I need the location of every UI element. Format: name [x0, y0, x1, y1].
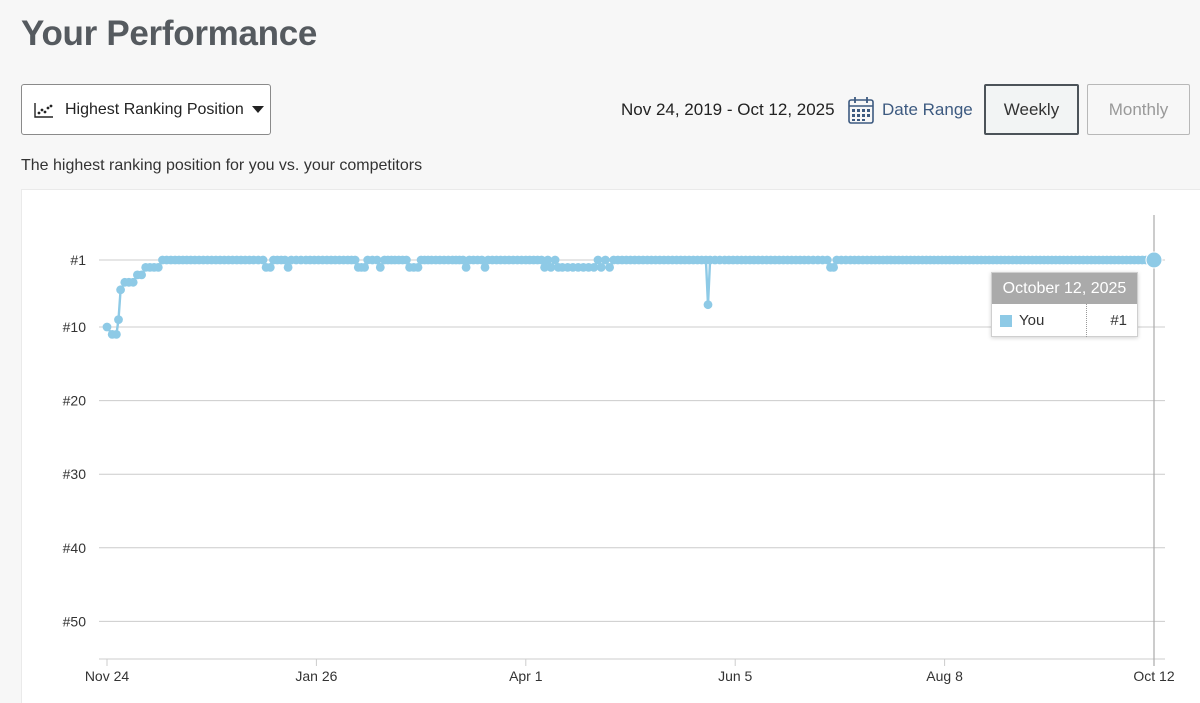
- data-point: [461, 263, 471, 272]
- data-point: [350, 255, 360, 265]
- data-point: [283, 263, 293, 272]
- monthly-toggle-button[interactable]: Monthly: [1087, 84, 1190, 135]
- page-title: Your Performance: [21, 14, 318, 53]
- data-point: [477, 255, 487, 265]
- tooltip-value: #1: [1110, 312, 1127, 329]
- date-range-button[interactable]: Date Range: [847, 94, 973, 126]
- data-point: [543, 255, 553, 265]
- data-point: [372, 255, 382, 265]
- chart-panel: #1 #10 #20 #30 #40 #50 Nov 24 Jan 26 Apr 1 Jun 5 A…: [21, 189, 1200, 703]
- data-point: [116, 285, 125, 295]
- x-tick-label: Apr 1: [509, 668, 543, 684]
- data-point: [265, 263, 275, 272]
- data-point: [822, 255, 832, 265]
- x-tick-label: Nov 24: [85, 668, 130, 684]
- y-tick-label: #20: [63, 393, 87, 409]
- x-tick-label: Jan 26: [295, 668, 337, 684]
- data-point: [360, 263, 369, 272]
- y-tick-label: #50: [63, 613, 87, 629]
- x-tick-label: Oct 12: [1133, 668, 1174, 684]
- data-point: [601, 255, 610, 265]
- data-point: [375, 263, 385, 272]
- tooltip-divider: [1086, 304, 1087, 337]
- data-point: [112, 330, 121, 339]
- metric-dropdown-label: Highest Ranking Position: [65, 100, 244, 118]
- weekly-toggle-button[interactable]: Weekly: [984, 84, 1079, 135]
- data-point: [114, 315, 123, 324]
- ranking-line-chart: #1 #10 #20 #30 #40 #50 Nov 24 Jan 26 Apr 1 Jun 5 A…: [63, 215, 1175, 684]
- tooltip-swatch: [1000, 314, 1012, 327]
- data-point: [589, 263, 599, 272]
- y-tick-label: #10: [63, 319, 87, 335]
- data-point: [537, 255, 546, 265]
- metric-dropdown[interactable]: Highest Ranking Position: [21, 84, 271, 135]
- x-tick-label: Aug 8: [926, 668, 963, 684]
- data-point: [128, 277, 138, 287]
- tooltip-row: You #1: [992, 304, 1137, 337]
- y-tick-label: #40: [63, 540, 87, 556]
- data-point: [402, 255, 411, 265]
- tooltip-series-name: You: [1019, 312, 1045, 329]
- data-point: [153, 263, 163, 272]
- data-point: [703, 300, 713, 310]
- y-tick-label: #30: [63, 466, 87, 482]
- date-range-text: Nov 24, 2019 - Oct 12, 2025: [621, 100, 835, 119]
- hovered-data-point: [1145, 251, 1163, 269]
- calendar-icon: [847, 95, 875, 125]
- data-point: [605, 263, 614, 272]
- x-tick-label: Jun 5: [718, 668, 752, 684]
- data-point: [280, 255, 290, 265]
- data-point: [137, 270, 146, 280]
- chart-tooltip: October 12, 2025 You #1: [991, 272, 1138, 337]
- tooltip-date: October 12, 2025: [992, 273, 1137, 304]
- data-point: [540, 263, 549, 272]
- caret-down-icon: [251, 106, 264, 113]
- data-point: [829, 263, 838, 272]
- date-range-label: Date Range: [882, 100, 973, 119]
- line-chart-icon: [34, 101, 54, 119]
- data-point: [458, 255, 468, 265]
- data-point: [593, 255, 603, 265]
- chart-description: The highest ranking position for you vs.…: [21, 157, 423, 174]
- data-point: [546, 263, 556, 272]
- data-point: [596, 263, 606, 272]
- data-point: [102, 322, 112, 332]
- data-point: [480, 263, 490, 272]
- data-point: [258, 255, 268, 265]
- y-tick-label: #1: [70, 252, 86, 268]
- data-point: [413, 263, 423, 272]
- data-point: [550, 255, 560, 265]
